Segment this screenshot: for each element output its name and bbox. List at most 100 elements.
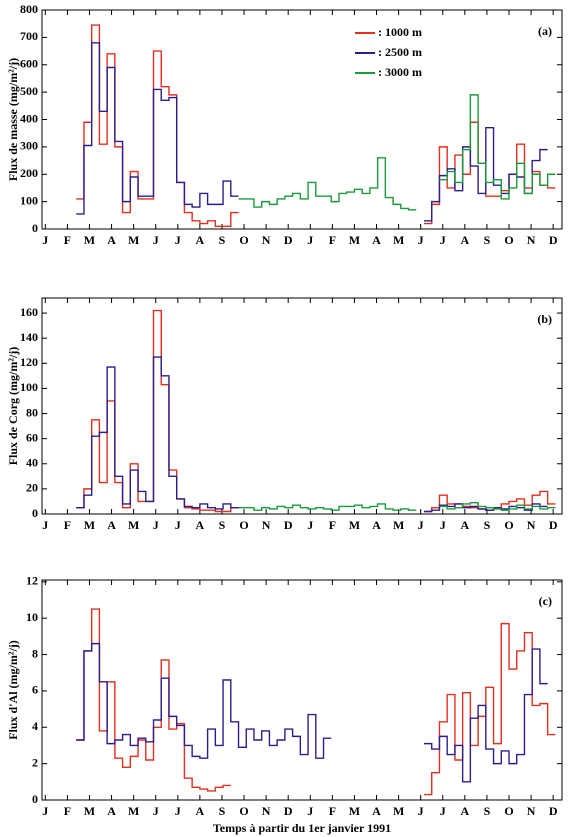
x-tick-label: J	[307, 233, 313, 247]
x-tick-label: M	[349, 804, 360, 818]
y-tick-label: 140	[20, 330, 38, 344]
x-tick-label: A	[461, 804, 470, 818]
x-tick-label: J	[307, 518, 313, 532]
x-tick-label: D	[284, 518, 293, 532]
x-tick-label: O	[239, 233, 248, 247]
x-tick-label: J	[175, 804, 181, 818]
x-tick-label: J	[153, 804, 159, 818]
x-tick-label: N	[527, 518, 536, 532]
x-tick-label: J	[153, 518, 159, 532]
x-tick-label: J	[42, 804, 48, 818]
x-tick-label: O	[239, 804, 248, 818]
y-tick-label: 300	[20, 139, 38, 153]
x-tick-label: A	[107, 233, 116, 247]
x-tick-label: M	[84, 804, 95, 818]
y-tick-label: 80	[26, 405, 38, 419]
y-tick-label: 2	[32, 755, 38, 769]
y-tick-label: 160	[20, 305, 38, 319]
x-tick-label: A	[196, 804, 205, 818]
x-tick-label: J	[418, 804, 424, 818]
x-tick-label: S	[219, 518, 226, 532]
y-tick-label: 10	[26, 610, 38, 624]
x-tick-label: J	[440, 233, 446, 247]
x-tick-label: M	[393, 233, 404, 247]
x-tick-label: M	[349, 233, 360, 247]
plot-frame	[41, 297, 563, 515]
y-tick-label: 700	[20, 29, 38, 43]
x-axis-label: Temps à partir du 1er janvier 1991	[213, 821, 391, 835]
x-tick-label: A	[196, 518, 205, 532]
y-axis-label: Flux d'Al (mg/m²/j)	[6, 640, 20, 740]
y-tick-label: 600	[20, 57, 38, 71]
x-tick-label: N	[262, 233, 271, 247]
x-tick-label: D	[549, 233, 558, 247]
x-tick-label: S	[219, 804, 226, 818]
y-tick-label: 0	[32, 221, 38, 235]
x-tick-label: A	[461, 233, 470, 247]
x-tick-label: O	[504, 804, 513, 818]
x-tick-label: F	[329, 518, 336, 532]
x-tick-label: N	[527, 804, 536, 818]
legend-label: : 3000 m	[378, 65, 422, 79]
series-line	[238, 94, 556, 211]
x-tick-label: M	[393, 804, 404, 818]
y-tick-label: 20	[26, 481, 38, 495]
x-tick-label: M	[128, 518, 139, 532]
y-axis-label: Flux de masse (mg/m²/j)	[6, 58, 20, 181]
y-tick-label: 120	[20, 355, 38, 369]
y-tick-label: 4	[32, 719, 38, 733]
x-tick-label: F	[64, 233, 71, 247]
y-tick-label: 500	[20, 84, 38, 98]
x-tick-label: F	[64, 518, 71, 532]
x-tick-label: A	[107, 804, 116, 818]
x-tick-label: D	[284, 804, 293, 818]
x-tick-label: F	[64, 804, 71, 818]
series-line	[238, 501, 556, 511]
x-tick-label: A	[372, 233, 381, 247]
x-tick-label: M	[128, 233, 139, 247]
x-tick-label: J	[42, 518, 48, 532]
x-tick-label: J	[175, 233, 181, 247]
x-tick-label: F	[329, 233, 336, 247]
x-tick-label: N	[262, 518, 271, 532]
plot-frame	[41, 9, 563, 230]
x-tick-label: J	[42, 233, 48, 247]
y-axis-label: Flux de Corg (mg/m²/j)	[6, 347, 20, 466]
x-tick-label: A	[461, 518, 470, 532]
x-tick-label: J	[418, 233, 424, 247]
series-line	[76, 309, 556, 513]
x-tick-label: A	[196, 233, 205, 247]
y-tick-label: 800	[20, 2, 38, 16]
y-tick-label: 8	[32, 646, 38, 660]
x-tick-label: J	[418, 518, 424, 532]
x-tick-label: F	[329, 804, 336, 818]
x-tick-label: J	[440, 518, 446, 532]
x-tick-label: N	[262, 804, 271, 818]
panel-label: (b)	[537, 312, 552, 326]
x-tick-label: M	[393, 518, 404, 532]
y-tick-label: 6	[32, 683, 38, 697]
x-tick-label: A	[372, 518, 381, 532]
x-tick-label: A	[372, 804, 381, 818]
x-tick-label: N	[527, 233, 536, 247]
y-tick-label: 60	[26, 430, 38, 444]
series-line	[76, 608, 556, 796]
x-tick-label: S	[219, 233, 226, 247]
panel-label: (c)	[539, 594, 552, 608]
x-tick-label: D	[549, 804, 558, 818]
x-tick-label: S	[484, 804, 491, 818]
series-line	[76, 642, 548, 783]
x-tick-label: J	[307, 804, 313, 818]
series-line	[76, 42, 548, 222]
panel-label: (a)	[538, 24, 552, 38]
x-tick-label: J	[175, 518, 181, 532]
x-tick-label: M	[128, 804, 139, 818]
y-tick-label: 40	[26, 456, 38, 470]
x-tick-label: M	[84, 518, 95, 532]
x-tick-label: J	[153, 233, 159, 247]
y-tick-label: 0	[32, 506, 38, 520]
x-tick-label: O	[239, 518, 248, 532]
y-tick-label: 0	[32, 792, 38, 806]
x-tick-label: S	[484, 233, 491, 247]
